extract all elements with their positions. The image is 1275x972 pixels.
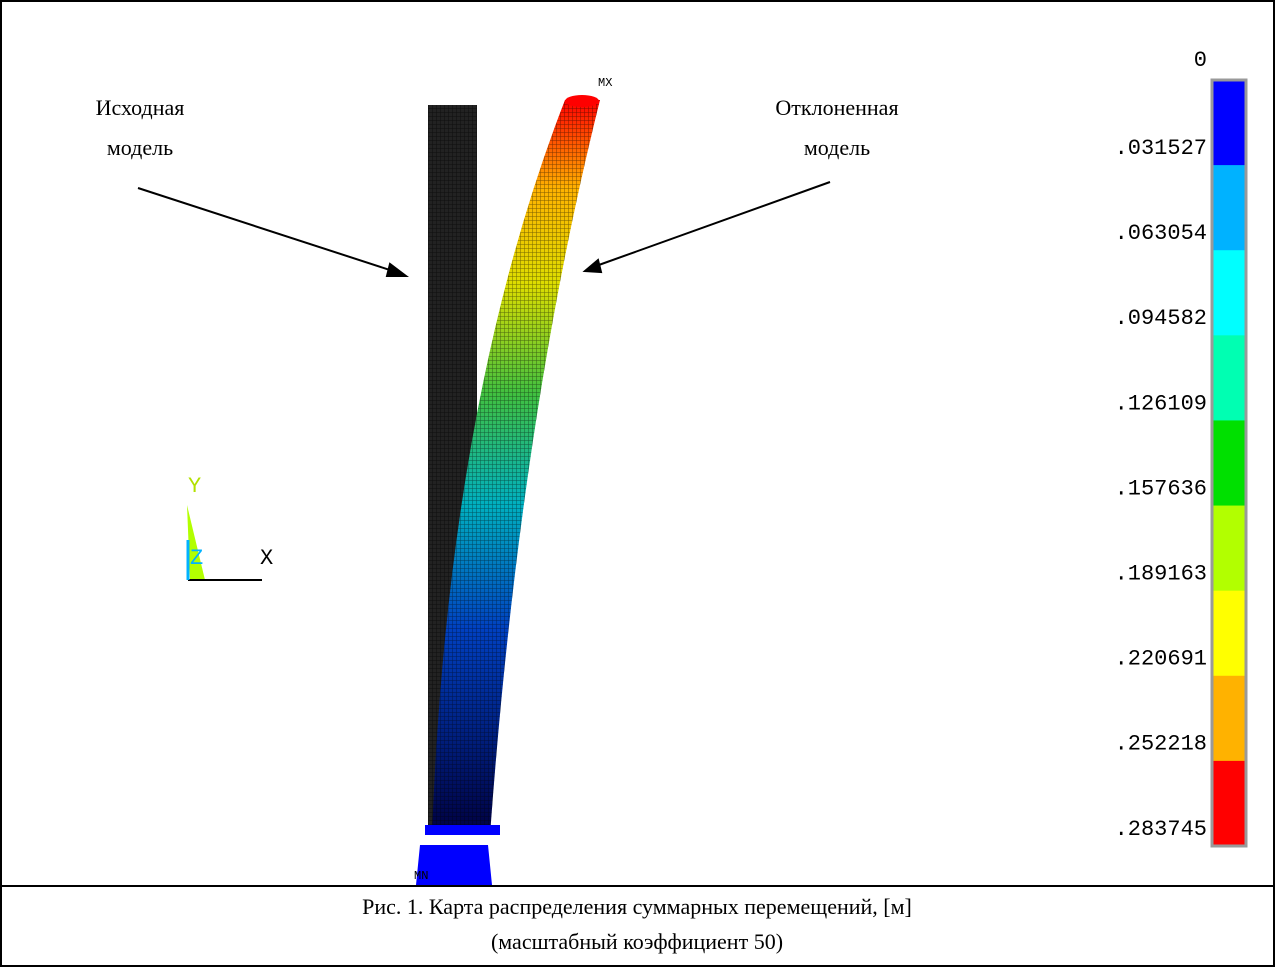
legend-label: .031527 xyxy=(1115,136,1207,161)
legend-label: .126109 xyxy=(1115,391,1207,416)
base xyxy=(416,825,500,885)
legend: 0 .031527 .063054 .094582 .126109 .157636 .189… xyxy=(1115,48,1246,847)
triad-label: X xyxy=(260,546,273,571)
legend-label: 0 xyxy=(1194,48,1207,73)
min-marker: MN xyxy=(414,869,428,883)
triad-label: Z xyxy=(190,546,203,571)
top-cap xyxy=(565,95,599,107)
legend-band xyxy=(1212,250,1246,336)
legend-label: .063054 xyxy=(1115,221,1207,246)
legend-label: .189163 xyxy=(1115,561,1207,586)
legend-label: .094582 xyxy=(1115,306,1207,331)
legend-label: .220691 xyxy=(1115,647,1207,672)
legend-band xyxy=(1212,506,1246,592)
legend-band xyxy=(1212,420,1246,506)
arrows xyxy=(138,182,830,276)
triad-label: Y xyxy=(188,474,201,499)
figure: MX MN Исходная модель Отклоненная модель… xyxy=(0,0,1275,967)
caption: (масштабный коэффициент 50) xyxy=(491,929,783,954)
max-marker: MX xyxy=(598,76,612,90)
caption: Рис. 1. Карта распределения суммарных пе… xyxy=(362,894,912,919)
annotation: модель xyxy=(107,135,173,160)
legend-band xyxy=(1212,761,1246,847)
annotation: модель xyxy=(804,135,870,160)
legend-band xyxy=(1212,335,1246,421)
annotation: Отклоненная xyxy=(775,95,898,120)
legend-label: .252218 xyxy=(1115,732,1207,757)
legend-band xyxy=(1212,676,1246,762)
legend-label: .283745 xyxy=(1115,817,1207,842)
legend-band xyxy=(1212,591,1246,677)
annotation: Исходная xyxy=(96,95,185,120)
legend-label: .157636 xyxy=(1115,476,1207,501)
legend-band xyxy=(1212,165,1246,251)
legend-band xyxy=(1212,80,1246,166)
